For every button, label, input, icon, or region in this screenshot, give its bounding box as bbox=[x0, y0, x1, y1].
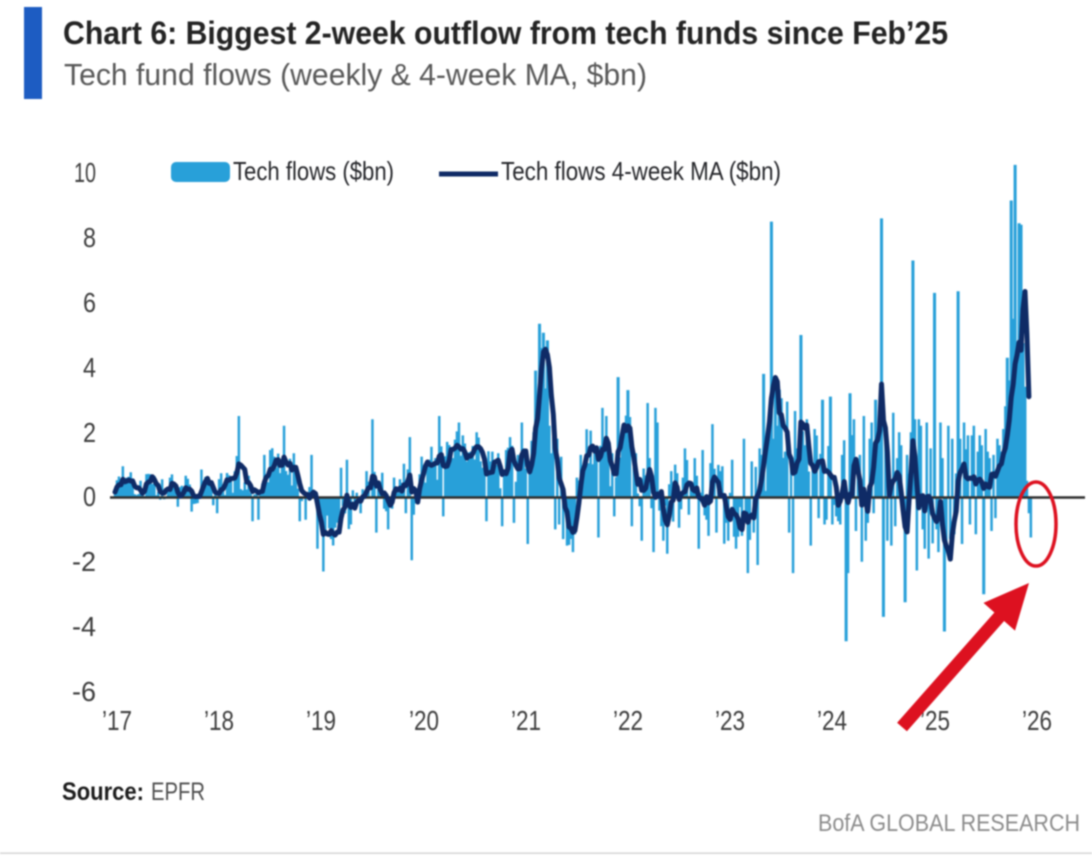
svg-text:’19: ’19 bbox=[306, 705, 336, 736]
svg-text:’18: ’18 bbox=[204, 705, 234, 736]
svg-text:8: 8 bbox=[83, 222, 96, 253]
svg-text:-2: -2 bbox=[72, 546, 96, 577]
svg-text:’17: ’17 bbox=[102, 705, 132, 736]
svg-text:Tech fund flows (weekly & 4-we: Tech fund flows (weekly & 4-week MA, $bn… bbox=[64, 57, 647, 92]
svg-text:4: 4 bbox=[83, 352, 96, 383]
svg-text:10: 10 bbox=[74, 157, 96, 188]
svg-text:Source:: Source: bbox=[62, 778, 144, 806]
svg-text:’22: ’22 bbox=[613, 705, 643, 736]
svg-text:’26: ’26 bbox=[1022, 705, 1052, 736]
svg-text:-4: -4 bbox=[72, 611, 96, 642]
svg-text:BofA GLOBAL RESEARCH: BofA GLOBAL RESEARCH bbox=[818, 810, 1080, 837]
svg-text:’24: ’24 bbox=[817, 705, 847, 736]
svg-text:EPFR: EPFR bbox=[151, 778, 205, 806]
svg-text:’21: ’21 bbox=[511, 705, 541, 736]
svg-text:’20: ’20 bbox=[409, 705, 439, 736]
svg-text:-6: -6 bbox=[72, 676, 96, 707]
svg-text:2: 2 bbox=[83, 417, 96, 448]
svg-text:Chart 6: Biggest 2-week outflo: Chart 6: Biggest 2-week outflow from tec… bbox=[63, 15, 948, 51]
svg-text:Tech flows 4-week MA ($bn): Tech flows 4-week MA ($bn) bbox=[501, 156, 781, 186]
svg-text:Tech flows ($bn): Tech flows ($bn) bbox=[233, 156, 394, 186]
svg-text:’23: ’23 bbox=[715, 705, 745, 736]
svg-text:0: 0 bbox=[83, 481, 96, 512]
svg-text:6: 6 bbox=[83, 287, 96, 318]
